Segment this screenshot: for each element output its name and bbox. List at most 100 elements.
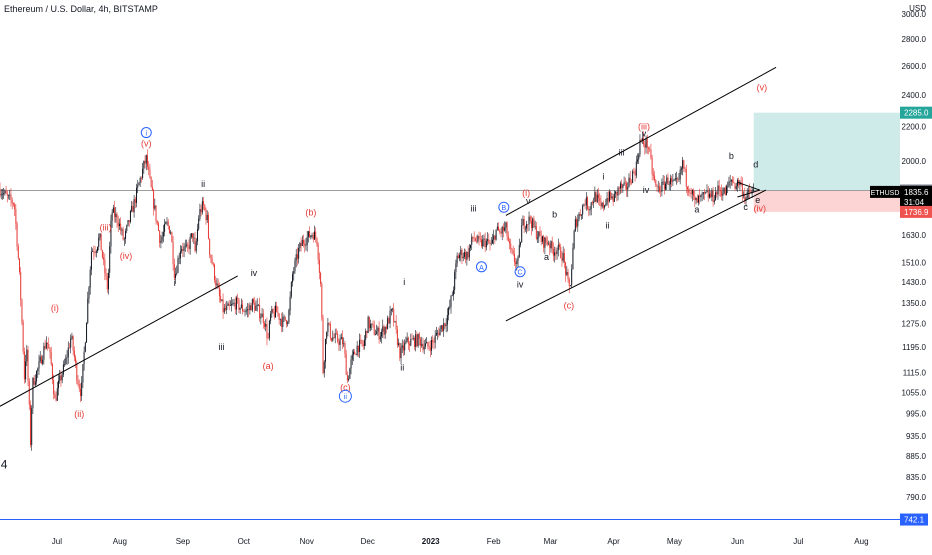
candle-body (608, 191, 610, 202)
candle-body (310, 235, 312, 238)
candle-body (157, 223, 159, 231)
candle-body (337, 333, 339, 342)
candle-body (680, 168, 682, 170)
candle-body (73, 350, 75, 358)
candle-body (312, 235, 314, 240)
candle-body (159, 230, 161, 243)
candle-body (732, 179, 734, 183)
y-tick-label: 1630.0 (902, 231, 927, 240)
candle-body (328, 322, 330, 324)
candle-body (679, 169, 681, 180)
candle-body (379, 336, 381, 340)
candle-body (201, 201, 203, 213)
candle-body (644, 144, 646, 148)
candle-body (645, 139, 647, 148)
wave-label: b (552, 210, 557, 220)
candle-body (563, 252, 565, 263)
candle-body (718, 185, 720, 190)
candle-body (123, 238, 125, 240)
candle-body (333, 337, 335, 339)
candle-body (229, 305, 231, 306)
wave-label: v (526, 196, 531, 206)
candle-body (25, 361, 27, 380)
candle-body (409, 343, 411, 346)
candle-body (62, 364, 64, 375)
candle-body (172, 242, 174, 265)
candle-body (311, 235, 313, 236)
candle-body (287, 322, 289, 324)
candle-body (84, 342, 86, 352)
candle-body (151, 186, 153, 191)
candle-body (710, 193, 712, 198)
candle-body (512, 250, 514, 254)
candle-body (206, 214, 208, 221)
candle-body (121, 229, 123, 231)
candle-body (601, 203, 603, 207)
candle-body (171, 232, 173, 243)
candle-body (223, 308, 225, 313)
candle-body (697, 195, 699, 203)
candle-body (240, 304, 242, 308)
candle-body (584, 204, 586, 206)
wave-label: a (544, 252, 549, 262)
candle-body (705, 191, 707, 194)
candle-body (552, 249, 554, 256)
candle-body (685, 169, 687, 187)
candle-body (730, 179, 732, 182)
candle-body (274, 305, 276, 318)
candle-body (677, 178, 679, 180)
candle-body (662, 181, 664, 183)
wave-label: iii (218, 342, 224, 352)
candle-body (237, 297, 239, 300)
wave-label: iv (517, 279, 524, 289)
candle-body (244, 311, 246, 313)
y-tick-label: 2200.0 (902, 122, 927, 131)
candle-body (190, 233, 192, 238)
candle-body (296, 254, 298, 259)
candle-body (294, 260, 296, 271)
candle-body (371, 323, 373, 325)
candle-body (650, 149, 652, 159)
wave-label: i (602, 171, 604, 181)
candle-body (272, 309, 274, 313)
candle-body (114, 207, 116, 218)
candle-body (301, 240, 303, 246)
candle-body (260, 317, 262, 319)
candle-body (405, 340, 407, 344)
candle-body (210, 254, 212, 259)
candle-body (577, 219, 579, 227)
candle-body (3, 192, 5, 195)
candle-body (639, 139, 641, 155)
candle-body (741, 183, 743, 196)
candle-body (98, 237, 100, 247)
candle-body (99, 233, 101, 238)
x-tick-label: Jul (52, 537, 62, 546)
candle-body (726, 186, 728, 196)
candle-body (559, 244, 561, 247)
candle-body (83, 351, 85, 365)
candle-body (183, 246, 185, 251)
candle-body (184, 245, 186, 247)
candle-body (212, 263, 214, 265)
candle-body (22, 322, 24, 352)
candle-body (49, 348, 51, 352)
candle-body (378, 327, 380, 340)
candle-body (179, 251, 181, 259)
candle-body (519, 242, 521, 245)
candle-body (411, 339, 413, 340)
candle-body (334, 333, 336, 338)
symbol-tag (870, 185, 900, 198)
candle-body (324, 338, 326, 362)
candle-body (605, 204, 607, 206)
candle-body (472, 236, 474, 239)
wave-label-circle (140, 127, 152, 139)
candle-body (285, 320, 287, 324)
candle-body (351, 354, 353, 360)
candle-body (42, 359, 44, 364)
candle-body (203, 201, 205, 206)
candles (0, 131, 754, 451)
candle-body (361, 340, 363, 345)
candle-body (176, 272, 178, 275)
candle-body (402, 345, 404, 351)
